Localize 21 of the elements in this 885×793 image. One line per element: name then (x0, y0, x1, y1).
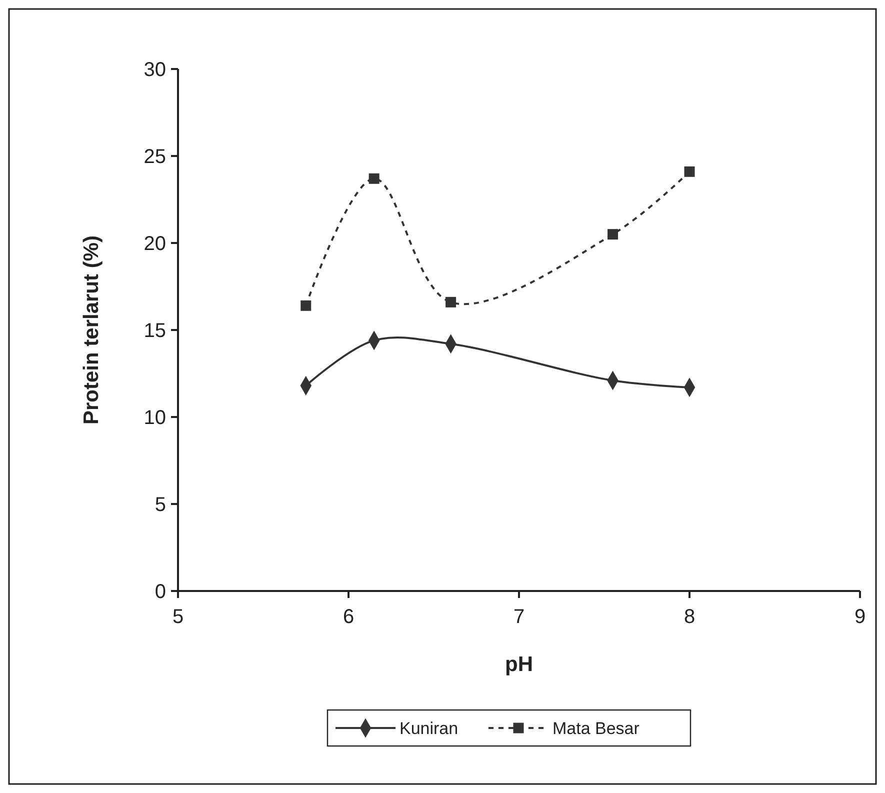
y-tick-label: 0 (154, 581, 166, 603)
y-tick-label: 15 (144, 320, 166, 342)
x-tick-label: 6 (342, 606, 354, 628)
point (446, 296, 456, 308)
y-tick-label: 5 (154, 494, 166, 516)
y-tick-label: 20 (144, 233, 166, 255)
x-axis-title: pH (505, 653, 533, 676)
x-tick-label: 9 (854, 606, 866, 628)
x-tick-label: 7 (513, 606, 525, 628)
x-tick-label: 8 (684, 606, 696, 628)
point (608, 229, 618, 240)
y-tick-label: 10 (144, 407, 166, 429)
point (684, 166, 695, 177)
legend-label: Kuniran (400, 718, 458, 738)
point (368, 173, 380, 184)
x-tick-label: 5 (172, 606, 184, 628)
y-tick-label: 25 (144, 146, 166, 168)
y-axis-title: Protein terlarut (%) (80, 235, 103, 425)
legend-label: Mata Besar (552, 718, 640, 738)
point (300, 300, 312, 311)
y-tick-label: 30 (144, 59, 166, 81)
